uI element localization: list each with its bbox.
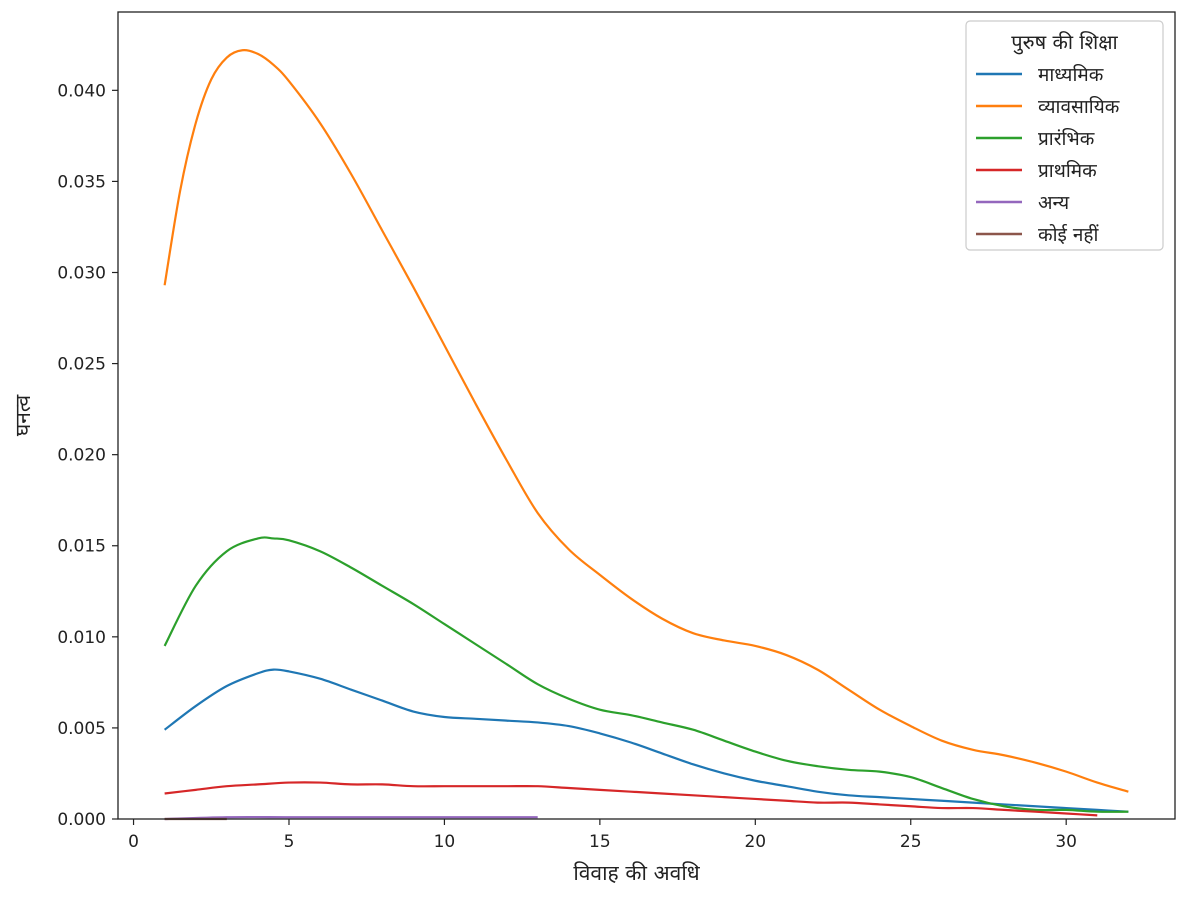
- legend-label-1: व्यावसायिक: [1038, 95, 1120, 118]
- legend-label-4: अन्य: [1038, 192, 1070, 214]
- y-tick-label: 0.035: [57, 172, 106, 192]
- y-tick-label: 0.015: [57, 537, 106, 557]
- y-tick-label: 0.030: [57, 263, 106, 283]
- y-tick-label: 0.040: [57, 81, 106, 101]
- y-tick-label: 0.005: [57, 719, 106, 739]
- series-line-2: [163, 536, 1129, 813]
- y-tick-label: 0.020: [57, 446, 106, 466]
- legend-label-0: माध्यमिक: [1038, 63, 1104, 86]
- legend-label-2: प्रारंभिक: [1038, 127, 1095, 150]
- x-tick-label: 0: [128, 832, 139, 852]
- y-tick-label: 0.000: [57, 810, 106, 830]
- legend-label-3: प्राथमिक: [1038, 159, 1097, 182]
- x-tick-label: 15: [589, 832, 611, 852]
- x-tick-label: 25: [900, 832, 922, 852]
- series-line-4: [164, 815, 538, 821]
- series-line-1: [163, 49, 1129, 793]
- legend-title: पुरुष की शिक्षा: [1011, 30, 1118, 55]
- axes: 0 5 10 15 20 25 30 0.000 0.005 0.010 0.015 0.020 0.0…: [11, 11, 1176, 885]
- legend: पुरुष की शिक्षा माध्यमिक व्यावसायिक प्रारंभ…: [965, 20, 1164, 251]
- axes-frame: [117, 11, 1176, 820]
- x-tick-label: 20: [744, 832, 766, 852]
- legend-box: [965, 20, 1164, 251]
- x-axis-label: विवाह की अवधि: [573, 861, 700, 885]
- y-axis-label: घनत्व: [11, 395, 35, 437]
- y-tick-label: 0.010: [57, 628, 106, 648]
- legend-label-5: कोई नहीं: [1038, 223, 1100, 246]
- series-line-3: [164, 781, 1098, 817]
- y-tick-label: 0.025: [57, 355, 106, 375]
- series-line-0: [163, 668, 1129, 813]
- x-tick-label: 5: [284, 832, 295, 852]
- x-tick-label: 10: [434, 832, 456, 852]
- x-tick-label: 30: [1055, 832, 1077, 852]
